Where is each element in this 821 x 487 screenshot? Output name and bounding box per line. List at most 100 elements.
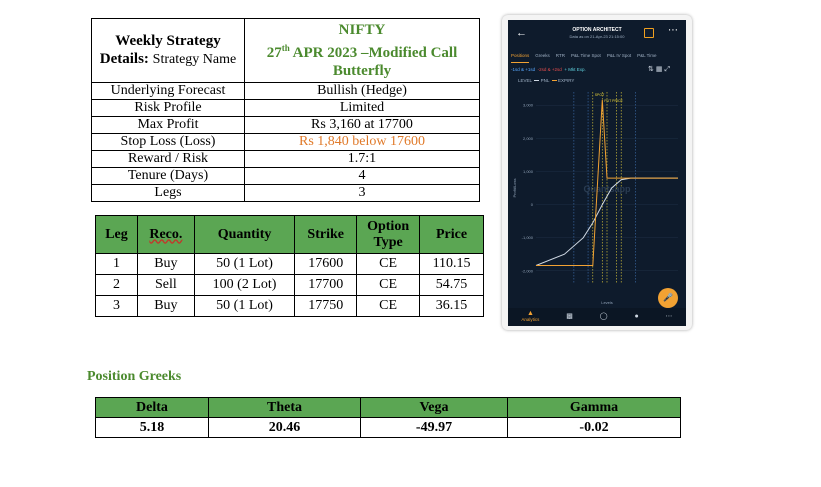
option-type-cell: CE	[356, 274, 421, 296]
y-tick-label: 3,000	[523, 103, 534, 108]
strategy-day: 27	[266, 45, 282, 61]
strategy-day-suffix: th	[281, 43, 290, 53]
strike-cell: 17750	[294, 295, 358, 317]
legs-header-option-type: Option Type	[356, 215, 421, 254]
spot-label: SPOT	[595, 93, 605, 97]
summary-row: Underlying Forecast Bullish (Hedge)	[91, 82, 480, 100]
option-type-cell: CE	[356, 253, 421, 275]
legend-expiry: EXPIRY	[558, 78, 575, 83]
tab-pl-time-spot[interactable]: P&L Time Spot	[570, 53, 601, 58]
legs-table: Leg Reco. Quantity Strike Option Type Pr…	[95, 215, 484, 317]
analytics-icon: ▲	[526, 310, 534, 317]
chart-tools: ⇅▦⤢	[648, 65, 672, 74]
option-type-cell: CE	[356, 295, 421, 317]
tab-greeks[interactable]: Greeks	[535, 53, 550, 58]
calculator-icon[interactable]: ▩	[566, 313, 573, 320]
summary-value: 4	[244, 167, 480, 185]
strategy-name-line1: NIFTY	[338, 22, 386, 38]
summary-label: Tenure (Days)	[91, 167, 245, 185]
summary-label: Underlying Forecast	[91, 82, 245, 100]
bottom-nav: ▲ Analytics ▩ ◯ ● ⋯	[508, 308, 686, 326]
theta-value: 20.46	[208, 417, 361, 438]
quantity-cell: 50 (1 Lot)	[193, 295, 296, 317]
app-bar: ← OPTION ARCHITECT Data as on 21-Apr-23 …	[508, 20, 686, 50]
reco-cell: Sell	[136, 274, 195, 296]
watermark: Quantsapp	[583, 184, 631, 194]
legs-header-quantity: Quantity	[193, 215, 296, 254]
app-title: OPTION ARCHITECT	[572, 27, 622, 33]
legend-pnl: PNL	[540, 78, 550, 83]
more-icon[interactable]: ⋯	[668, 25, 678, 36]
payoff-chart: 3,000 2,000 1,000 0 -1,000 -2,000 SPOT PUT PRIC…	[512, 92, 678, 305]
summary-label: Max Profit	[91, 116, 245, 134]
strike-cell: 17700	[294, 274, 358, 296]
y-tick-label: -2,000	[522, 268, 534, 273]
save-icon[interactable]	[644, 28, 654, 38]
y-tick-label: 1,000	[523, 169, 534, 174]
summary-row: Tenure (Days) 4	[91, 167, 480, 185]
summary-value: Rs 3,160 at 17700	[244, 116, 480, 134]
price-cell: 54.75	[419, 274, 484, 296]
basket-icon[interactable]: ◯	[599, 313, 608, 320]
leg-cell: 2	[95, 274, 138, 296]
bell-icon[interactable]: ●	[634, 313, 639, 320]
greeks-value-row: 5.18 20.46 -49.97 -0.02	[95, 417, 681, 438]
summary-label: Stop Loss (Loss)	[91, 133, 245, 151]
tab-pl-time[interactable]: P&L Time	[637, 53, 657, 58]
y-tick-label: 0	[531, 202, 534, 207]
filter-row: -1sd & +1sd -2sd & +2sd + Mkt Exp.	[511, 67, 586, 72]
nav-analytics[interactable]: ▲ Analytics	[521, 310, 540, 322]
quantity-cell: 100 (2 Lot)	[193, 274, 296, 296]
summary-header-row: Weekly Strategy Details: Strategy Name N…	[91, 18, 480, 83]
table-row: 2 Sell 100 (2 Lot) 17700 CE 54.75	[95, 274, 484, 296]
filter-1sd[interactable]: -1sd & +1sd	[511, 67, 536, 72]
y-tick-label: 2,000	[523, 136, 534, 141]
strike-cell: 17600	[294, 253, 358, 275]
summary-value: Bullish (Hedge)	[244, 82, 480, 100]
option-architect-screen: ← OPTION ARCHITECT Data as on 21-Apr-23 …	[508, 20, 686, 326]
leg-cell: 3	[95, 295, 138, 317]
y-tick-label: -1,000	[522, 235, 534, 240]
strategy-name: NIFTY 27th APR 2023 –Modified Call Butte…	[244, 18, 480, 83]
strategy-name-rest: APR 2023 –Modified Call Butterfly	[289, 45, 458, 79]
tab-rtr[interactable]: RTR	[555, 53, 565, 58]
filter-mkt-exp[interactable]: + Mkt Exp.	[564, 67, 586, 72]
more-nav-icon[interactable]: ⋯	[665, 313, 673, 320]
summary-row: Risk Profile Limited	[91, 99, 480, 117]
chart-legend: LEVEL PNL EXPIRY	[518, 78, 574, 83]
price-cell: 36.15	[419, 295, 484, 317]
greeks-table: Delta Theta Vega Gamma 5.18 20.46 -49.97…	[95, 397, 681, 438]
settings-icon[interactable]: ⇅	[648, 66, 656, 73]
legend-level: LEVEL	[518, 78, 532, 83]
tab-pl-iv-spot[interactable]: P&L IV Spot	[606, 53, 632, 58]
strategy-name-line2: 27th APR 2023 –Modified Call Butterfly	[249, 39, 475, 80]
summary-value: 3	[244, 184, 480, 202]
legs-header-price: Price	[419, 215, 484, 254]
grid-icon[interactable]: ▦	[655, 66, 665, 73]
greeks-header-row: Delta Theta Vega Gamma	[95, 397, 681, 418]
strategy-header-label-bold: Weekly Strategy Details:	[99, 33, 221, 67]
strategy-header-label-rest: Strategy Name	[152, 52, 237, 67]
position-greeks-title: Position Greeks	[87, 369, 182, 384]
vega-value: -49.97	[360, 417, 508, 438]
x-axis-label: Levels	[601, 300, 613, 305]
microphone-icon[interactable]: 🎤	[658, 288, 678, 308]
legs-header-leg: Leg	[95, 215, 138, 254]
arrow-left-icon[interactable]: ←	[516, 27, 527, 39]
delta-value: 5.18	[95, 417, 209, 438]
summary-label: Legs	[91, 184, 245, 202]
leg-cell: 1	[95, 253, 138, 275]
greeks-header-gamma: Gamma	[507, 397, 681, 418]
summary-value: 1.7:1	[244, 150, 480, 168]
expand-icon[interactable]: ⤢	[664, 66, 673, 73]
summary-row: Max Profit Rs 3,160 at 17700	[91, 116, 480, 134]
filter-2sd[interactable]: -2sd & +2sd	[537, 67, 562, 72]
summary-row: Reward / Risk 1.7:1	[91, 150, 480, 168]
strategy-header-label: Weekly Strategy Details: Strategy Name	[91, 18, 245, 83]
phone-screenshot: ← OPTION ARCHITECT Data as on 21-Apr-23 …	[502, 15, 692, 330]
greeks-header-vega: Vega	[360, 397, 508, 418]
table-row: 3 Buy 50 (1 Lot) 17750 CE 36.15	[95, 295, 484, 317]
summary-value: Limited	[244, 99, 480, 117]
tab-positions[interactable]: Positions	[511, 53, 530, 63]
legs-header-reco: Reco.	[136, 215, 195, 254]
